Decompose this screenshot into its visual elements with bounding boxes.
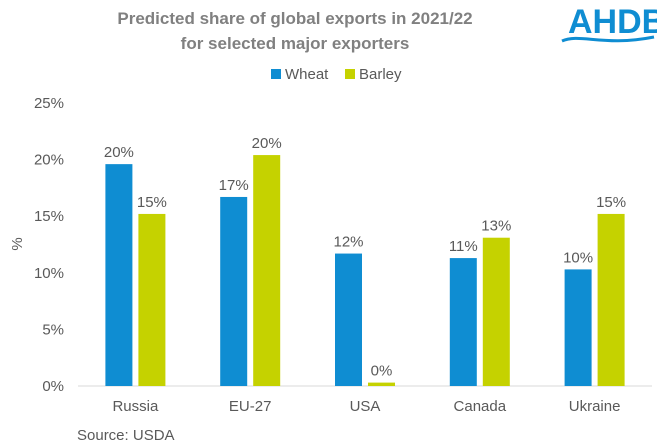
bar-barley-russia xyxy=(138,213,166,386)
data-label-wheat-eu-27: 17% xyxy=(219,177,249,194)
bar-barley-eu-27 xyxy=(253,155,281,386)
data-label-barley-ukraine: 15% xyxy=(596,194,626,211)
bar-wheat-eu-27 xyxy=(220,196,248,386)
ahdb-logo: AHDB xyxy=(561,3,657,43)
bar-wheat-canada xyxy=(449,258,477,386)
legend-swatch-wheat xyxy=(271,69,281,79)
data-label-wheat-ukraine: 10% xyxy=(563,249,593,266)
bar-barley-usa xyxy=(368,382,395,386)
data-label-barley-usa: 0% xyxy=(371,363,393,380)
data-label-barley-canada: 13% xyxy=(481,218,511,235)
x-tick-label: Canada xyxy=(454,398,507,415)
y-axis-ticks: 0% 5% 10% 15% 20% 25% xyxy=(34,95,64,395)
x-tick-label: Ukraine xyxy=(569,398,621,415)
y-tick-label: 15% xyxy=(34,208,64,225)
y-tick-label: 20% xyxy=(34,152,64,169)
y-axis-label: % xyxy=(9,237,26,250)
chart-title-line-1: Predicted share of global exports in 202… xyxy=(117,9,472,28)
source-note: Source: USDA xyxy=(77,427,175,444)
logo-wave-icon xyxy=(561,35,655,43)
bar-barley-ukraine xyxy=(597,213,625,386)
chart-title-line-2: for selected major exporters xyxy=(181,34,410,53)
bars: 20% 15% 17% 20% 12% 0% 11%13% 10% 15% xyxy=(104,135,626,386)
bar-barley-canada xyxy=(482,237,510,386)
y-tick-label: 0% xyxy=(42,378,64,395)
bar-wheat-ukraine xyxy=(564,269,592,386)
bar-wheat-usa xyxy=(335,253,362,386)
legend-label-barley: Barley xyxy=(359,66,402,83)
bar-wheat-russia xyxy=(105,164,133,386)
x-tick-label: USA xyxy=(350,398,381,415)
y-tick-label: 10% xyxy=(34,265,64,282)
data-label-barley-russia: 15% xyxy=(137,194,167,211)
data-label-barley-eu-27: 20% xyxy=(252,135,282,152)
legend: Wheat Barley xyxy=(271,66,402,83)
data-label-wheat-usa: 12% xyxy=(333,234,363,251)
data-label-wheat-russia: 20% xyxy=(104,144,134,161)
x-tick-label: Russia xyxy=(112,398,159,415)
legend-swatch-barley xyxy=(345,69,355,79)
data-label-wheat-canada: 11% xyxy=(449,238,478,255)
x-axis-ticks: Russia EU-27 USA Canada Ukraine xyxy=(112,398,620,415)
legend-label-wheat: Wheat xyxy=(285,66,329,83)
x-tick-label: EU-27 xyxy=(229,398,272,415)
logo-text: AHDB xyxy=(568,3,657,41)
y-tick-label: 25% xyxy=(34,95,64,112)
y-tick-label: 5% xyxy=(42,321,64,338)
